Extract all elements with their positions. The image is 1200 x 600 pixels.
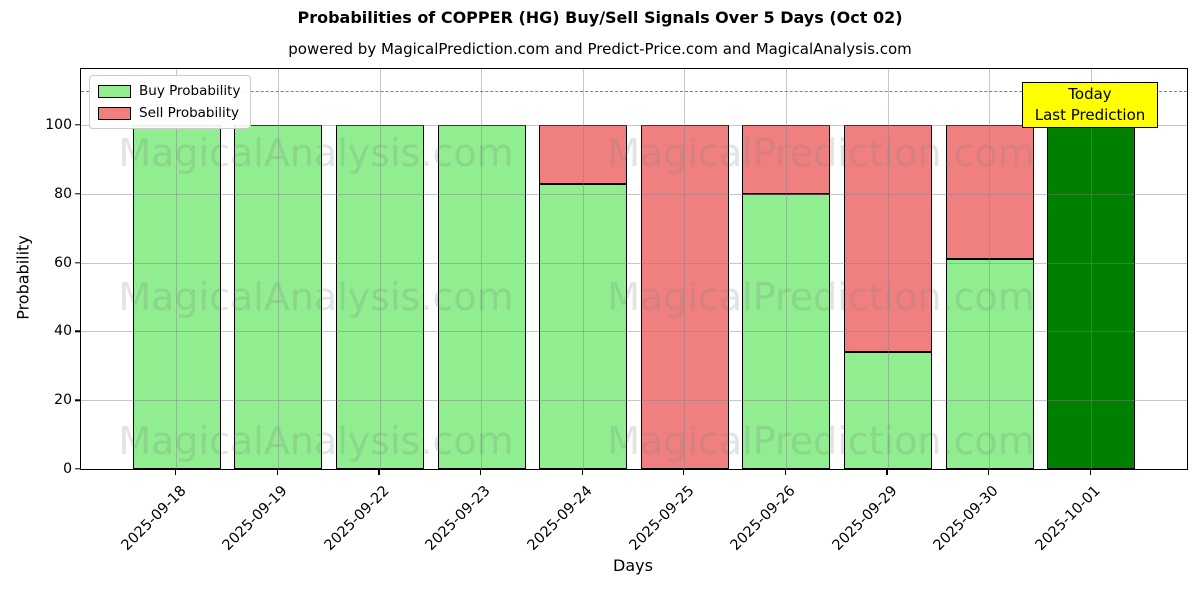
vertical-gridline [176, 69, 178, 469]
vertical-gridline [379, 69, 381, 469]
vertical-gridline [887, 69, 889, 469]
buy-bar-segment-2025-09-22 [336, 125, 424, 469]
vertical-gridline [277, 69, 279, 469]
vertical-gridline [481, 69, 483, 469]
buy-bar-segment-2025-09-18 [132, 125, 221, 469]
x-axis-label: Days [613, 556, 653, 575]
y-tick-mark [75, 330, 80, 333]
x-tick-mark [1089, 469, 1091, 475]
dashed-reference-line [81, 90, 1187, 92]
plot-area: MagicalAnalysis.com MagicalPrediction.com… [80, 68, 1188, 470]
sell-bar-segment-2025-09-25 [640, 125, 729, 469]
chart-legend: Buy Probability Sell Probability [89, 75, 252, 129]
vertical-gridline [989, 69, 991, 469]
watermark-left: MagicalAnalysis.com [118, 419, 514, 463]
legend-entry-sell: Sell Probability [98, 105, 240, 121]
buy-bar-segment-2025-09-23 [437, 125, 526, 469]
watermark-left: MagicalAnalysis.com [118, 131, 514, 175]
y-tick-label: 60 [54, 254, 72, 271]
y-tick-label: 0 [63, 461, 72, 477]
vertical-gridline [684, 69, 686, 469]
sell-swatch-icon [98, 106, 131, 120]
annotation-line1: Today [1068, 85, 1112, 103]
watermark-right: MagicalPrediction.com [607, 275, 1035, 319]
x-tick-label: 2025-10-01 [1032, 483, 1104, 554]
y-tick-label: 100 [45, 117, 72, 134]
x-tick-mark [479, 469, 482, 475]
legend-label-buy: Buy Probability [139, 83, 241, 99]
y-tick-mark [75, 399, 80, 401]
vertical-gridline [1090, 69, 1092, 469]
horizontal-gridline [81, 125, 1187, 127]
legend-label-sell: Sell Probability [139, 105, 240, 121]
y-tick-mark [75, 193, 80, 195]
legend-entry-buy: Buy Probability [98, 83, 240, 99]
y-tick-label: 40 [54, 323, 72, 340]
y-tick-mark [75, 468, 80, 470]
bars-layer [81, 69, 1187, 469]
y-tick-mark [75, 124, 80, 126]
buy-bar-segment-2025-09-19 [234, 125, 323, 469]
x-tick-mark [581, 469, 583, 475]
horizontal-gridline [81, 193, 1187, 195]
buy-bar-segment-2025-09-30 [945, 259, 1034, 469]
sell-bar-segment-2025-09-30 [945, 125, 1034, 260]
annotation-line2: Last Prediction [1034, 106, 1146, 124]
grid-layer [81, 69, 1187, 469]
watermark-right: MagicalPrediction.com [607, 131, 1035, 175]
buy-bar-segment-2025-09-24 [539, 183, 628, 469]
buy-bar-segment-2025-09-29 [844, 352, 932, 469]
sell-bar-segment-2025-09-26 [742, 125, 831, 194]
horizontal-gridline [81, 331, 1187, 333]
y-tick-label: 20 [54, 392, 72, 409]
chart-title: Probabilities of COPPER (HG) Buy/Sell Si… [297, 8, 903, 27]
x-tick-mark [276, 469, 279, 475]
x-tick-mark [886, 469, 888, 475]
today-annotation: Today Last Prediction [1022, 82, 1158, 128]
buy-bar-segment-2025-10-01 [1047, 125, 1136, 469]
horizontal-gridline [81, 262, 1187, 264]
y-tick-mark [75, 261, 80, 264]
x-tick-mark [683, 469, 685, 475]
x-tick-mark [987, 469, 990, 475]
watermark-layer: MagicalAnalysis.com MagicalPrediction.com… [81, 69, 1187, 469]
vertical-gridline [785, 69, 787, 469]
y-tick-label: 80 [54, 185, 72, 202]
sell-bar-segment-2025-09-29 [844, 125, 932, 353]
x-tick-mark [378, 469, 380, 475]
x-tick-mark [175, 469, 177, 475]
vertical-gridline [582, 69, 584, 469]
sell-bar-segment-2025-09-24 [539, 125, 628, 184]
buy-swatch-icon [98, 84, 131, 98]
chart-subtitle: powered by MagicalPrediction.com and Pre… [288, 40, 912, 58]
x-tick-mark [784, 469, 787, 475]
watermark-left: MagicalAnalysis.com [118, 275, 514, 319]
buy-bar-segment-2025-09-26 [742, 193, 831, 469]
watermark-right: MagicalPrediction.com [607, 419, 1035, 463]
horizontal-gridline [81, 400, 1187, 402]
